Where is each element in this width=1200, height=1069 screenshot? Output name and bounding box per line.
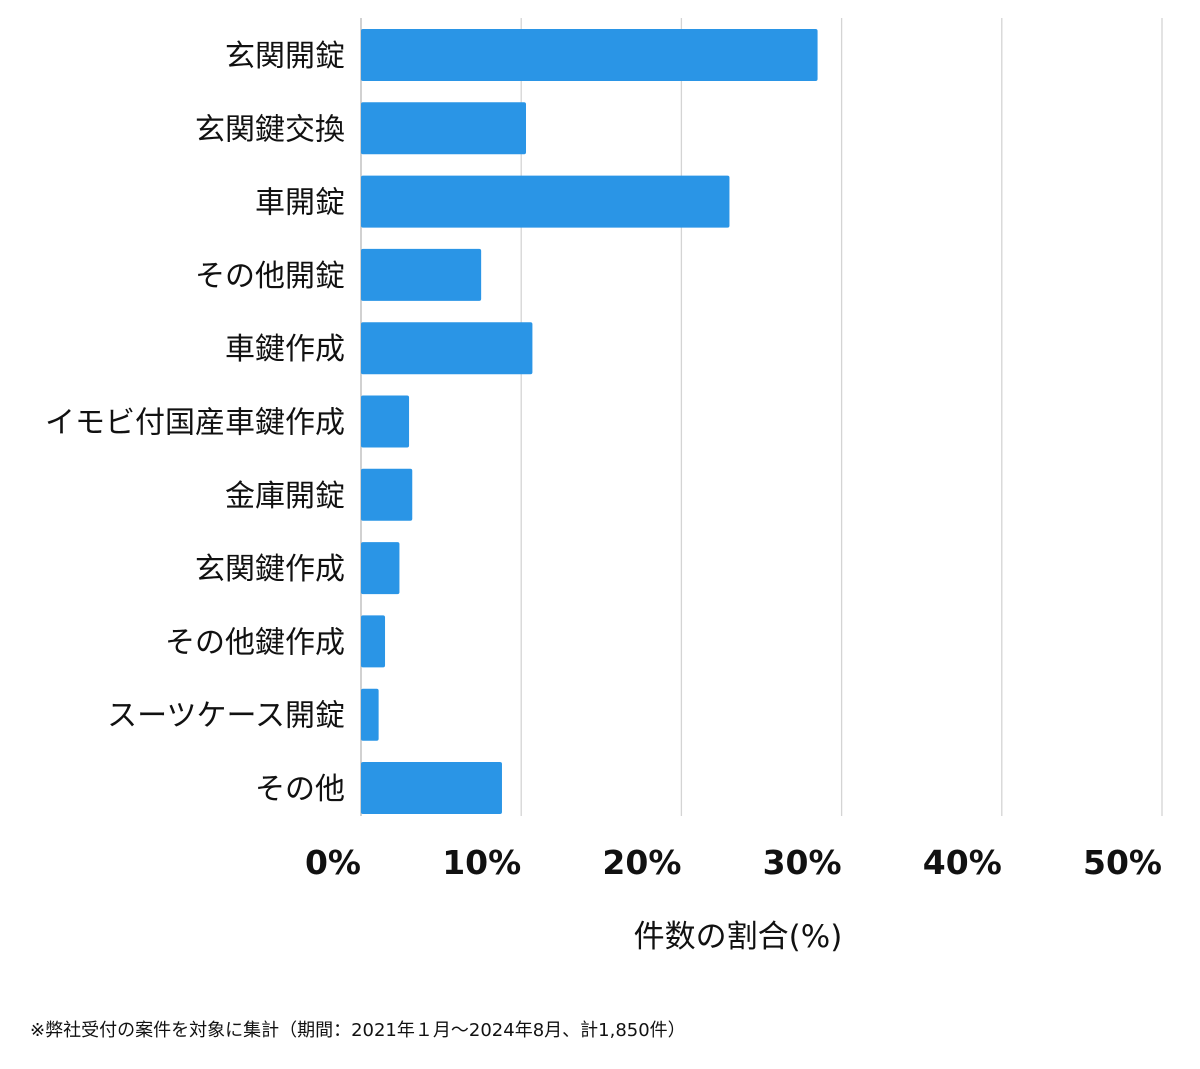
bar (361, 762, 502, 814)
bar (361, 102, 527, 155)
category-label: 玄関鍵交換 (195, 112, 345, 147)
category-label: その他 (255, 772, 345, 807)
category-label: 車鍵作成 (225, 332, 345, 367)
bar (361, 468, 413, 521)
footnote: ※弊社受付の案件を対象に集計（期間：2021年１月〜2024年8月、計1,850… (30, 1020, 686, 1041)
x-tick-labels: 0% 10% 20% 30% 40% 50% (305, 843, 1162, 882)
x-axis-title: 件数の割合(%) (634, 919, 843, 955)
bar (361, 615, 386, 668)
x-tick-label: 20% (602, 843, 681, 882)
category-label: 金庫開錠 (225, 479, 345, 514)
category-label: その他開錠 (195, 259, 345, 294)
bars (361, 29, 818, 814)
x-tick-label: 50% (1083, 843, 1162, 882)
category-label: その他鍵作成 (165, 625, 345, 660)
category-label: 車開錠 (255, 186, 345, 221)
category-label: 玄関鍵作成 (195, 552, 345, 587)
x-tick-label: 30% (763, 843, 842, 882)
x-tick-label: 0% (305, 843, 361, 882)
x-tick-label: 10% (442, 843, 521, 882)
bar (361, 175, 730, 228)
bar (361, 29, 818, 81)
category-label: 玄関開錠 (225, 39, 345, 74)
bar (361, 542, 400, 595)
category-label: スーツケース開錠 (107, 699, 345, 734)
category-labels: 玄関開錠玄関鍵交換車開錠その他開錠車鍵作成イモビ付国産車鍵作成金庫開錠玄関鍵作成… (45, 39, 345, 807)
bar (361, 248, 482, 301)
bar (361, 322, 533, 375)
bar (361, 395, 410, 448)
category-label: イモビ付国産車鍵作成 (45, 406, 345, 441)
bar (361, 688, 379, 741)
x-tick-label: 40% (923, 843, 1002, 882)
bar-chart: 玄関開錠玄関鍵交換車開錠その他開錠車鍵作成イモビ付国産車鍵作成金庫開錠玄関鍵作成… (45, 18, 1163, 955)
